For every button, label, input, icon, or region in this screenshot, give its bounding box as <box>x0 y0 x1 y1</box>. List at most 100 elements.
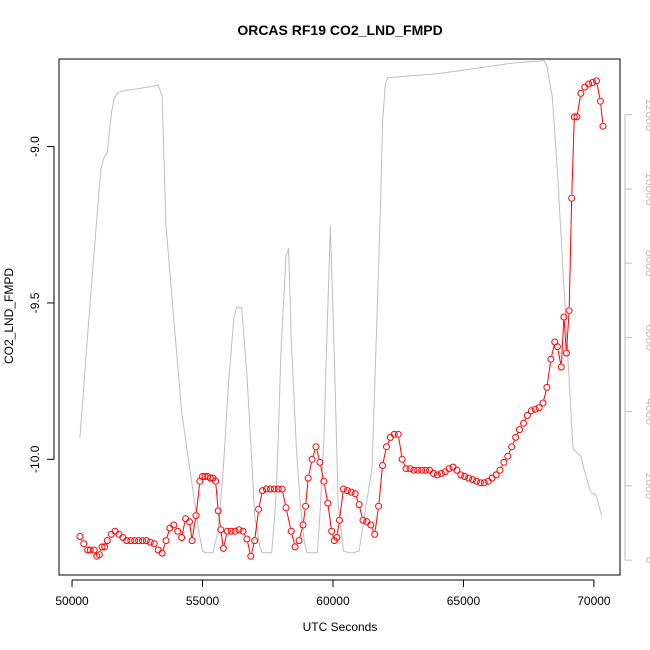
co2-point <box>351 490 359 498</box>
co2-point <box>115 530 123 538</box>
co2-point <box>274 485 282 493</box>
co2-line-segment <box>374 509 379 531</box>
co2-point <box>103 537 111 545</box>
co2-line-segment <box>299 528 303 538</box>
co2-line-segment <box>244 534 246 537</box>
co2-point <box>95 551 103 559</box>
co2-line-segment <box>577 96 581 114</box>
co2-point <box>336 516 343 524</box>
co2-point <box>457 471 465 479</box>
co2-point <box>131 537 139 545</box>
co2-point <box>101 543 109 551</box>
altitude-series <box>79 60 603 554</box>
co2-line-segment <box>81 539 83 541</box>
co2-point <box>302 502 310 510</box>
co2-point <box>270 485 278 493</box>
co2-line-segment <box>398 437 403 456</box>
x-tick-label: 55000 <box>186 594 220 608</box>
co2-point <box>496 466 504 474</box>
co2-line-segment <box>286 511 291 528</box>
co2-point <box>523 412 531 419</box>
x-tick-label: 60000 <box>316 594 350 608</box>
co2-point <box>142 537 150 545</box>
co2-point <box>563 349 570 357</box>
y-tick-label: -10.0 <box>28 445 42 473</box>
co2-point <box>473 477 480 485</box>
co2-line-segment <box>162 543 166 550</box>
co2-point <box>527 407 535 415</box>
co2-point <box>188 537 196 545</box>
co2-point <box>508 443 516 451</box>
co2-point <box>182 515 190 523</box>
co2-point <box>76 533 84 540</box>
co2-point <box>170 521 178 529</box>
co2-point <box>80 540 88 548</box>
co2-point <box>512 433 520 441</box>
co2-line-segment <box>596 84 601 98</box>
co2-line-segment <box>166 531 170 538</box>
co2-line-segment <box>371 528 374 532</box>
co2-point <box>371 530 379 538</box>
co2-line-segment <box>258 493 263 506</box>
co2-line-segment <box>378 469 383 503</box>
co2-point <box>119 534 127 541</box>
co2-point <box>596 97 604 105</box>
co2-point <box>154 546 162 554</box>
co2-line-segment <box>551 345 555 356</box>
y-tick-label: -9.0 <box>28 136 42 157</box>
co2-line-segment <box>192 519 196 538</box>
co2-line-segment <box>282 492 286 505</box>
co2-line-segment <box>557 350 562 364</box>
co2-point <box>599 122 607 130</box>
co2-point <box>553 343 561 351</box>
co2-point <box>476 479 484 487</box>
co2-point <box>585 80 593 88</box>
co2-point <box>282 504 290 512</box>
co2-point <box>488 474 496 482</box>
y2-tick-label: 10000 <box>643 172 650 206</box>
co2-point <box>465 474 473 482</box>
co2-point <box>192 512 200 520</box>
co2-point <box>426 466 433 474</box>
co2-line-segment <box>512 440 515 444</box>
x-tick-label: 70000 <box>577 594 611 608</box>
co2-point <box>243 535 251 543</box>
co2-point <box>398 455 406 463</box>
co2-point <box>262 485 270 493</box>
plot-frame <box>58 58 621 576</box>
co2-point <box>581 83 589 91</box>
co2-point <box>516 426 523 434</box>
co2-point <box>158 549 166 557</box>
co2-line-segment <box>543 390 547 400</box>
co2-point <box>295 537 303 545</box>
co2-point <box>343 487 351 495</box>
co2-point <box>266 485 274 493</box>
altitude-line <box>79 60 603 554</box>
co2-line-segment <box>600 104 604 123</box>
co2-line-segment <box>546 362 551 384</box>
co2-point <box>406 465 414 473</box>
co2-point <box>469 476 477 484</box>
co2-point <box>212 477 220 485</box>
co2-point <box>316 458 324 466</box>
y-tick-label: -9.5 <box>28 292 42 313</box>
co2-point <box>107 530 115 538</box>
y2-tick-label: 6000 <box>643 324 650 351</box>
co2-point <box>178 534 186 541</box>
co2-point <box>223 527 231 535</box>
co2-point <box>355 501 363 509</box>
co2-point <box>135 537 143 545</box>
co2-point <box>386 433 394 441</box>
co2-line-segment <box>195 484 200 513</box>
co2-series <box>76 77 607 560</box>
co2-point <box>573 113 581 121</box>
co2-point <box>414 466 422 474</box>
co2-line-segment <box>247 542 251 553</box>
co2-point <box>328 527 336 535</box>
co2-point <box>589 79 597 86</box>
x-axis-label: UTC Seconds <box>303 620 378 634</box>
y2-tick-label: 4000 <box>643 398 650 425</box>
co2-point <box>379 462 387 469</box>
co2-point <box>531 405 539 413</box>
co2-point <box>359 516 367 524</box>
